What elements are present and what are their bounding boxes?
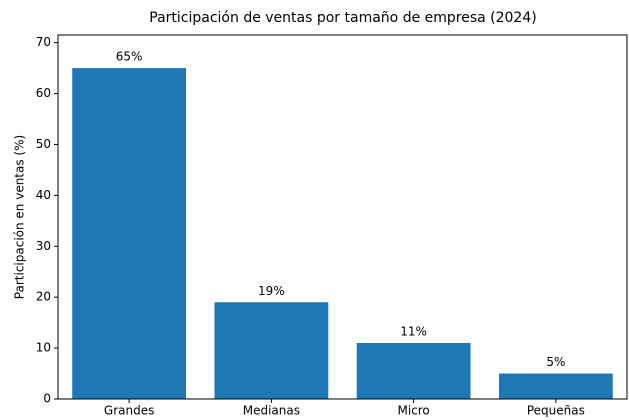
bar <box>72 68 187 399</box>
y-tick-label: 0 <box>43 392 51 406</box>
bar <box>498 373 613 399</box>
y-tick-label: 60 <box>36 86 51 100</box>
x-tick-label: Medianas <box>243 404 300 418</box>
y-tick-label: 70 <box>36 35 51 49</box>
y-tick-label: 40 <box>36 188 51 202</box>
y-tick-label: 10 <box>36 341 51 355</box>
value-label: 65% <box>116 50 143 64</box>
y-tick-label: 30 <box>36 239 51 253</box>
value-label: 5% <box>546 355 565 369</box>
y-tick-label: 50 <box>36 137 51 151</box>
bar <box>214 302 329 399</box>
y-axis-label: Participación en ventas (%) <box>13 135 27 299</box>
x-tick-label: Grandes <box>104 404 154 418</box>
plot-frame <box>57 34 628 400</box>
value-label: 11% <box>400 325 427 339</box>
x-tick-label: Pequeñas <box>527 404 585 418</box>
y-tick-label: 20 <box>36 290 51 304</box>
value-label: 19% <box>258 284 285 298</box>
bar <box>356 343 471 399</box>
x-tick-label: Micro <box>397 404 429 418</box>
chart-title: Participación de ventas por tamaño de em… <box>149 10 536 26</box>
